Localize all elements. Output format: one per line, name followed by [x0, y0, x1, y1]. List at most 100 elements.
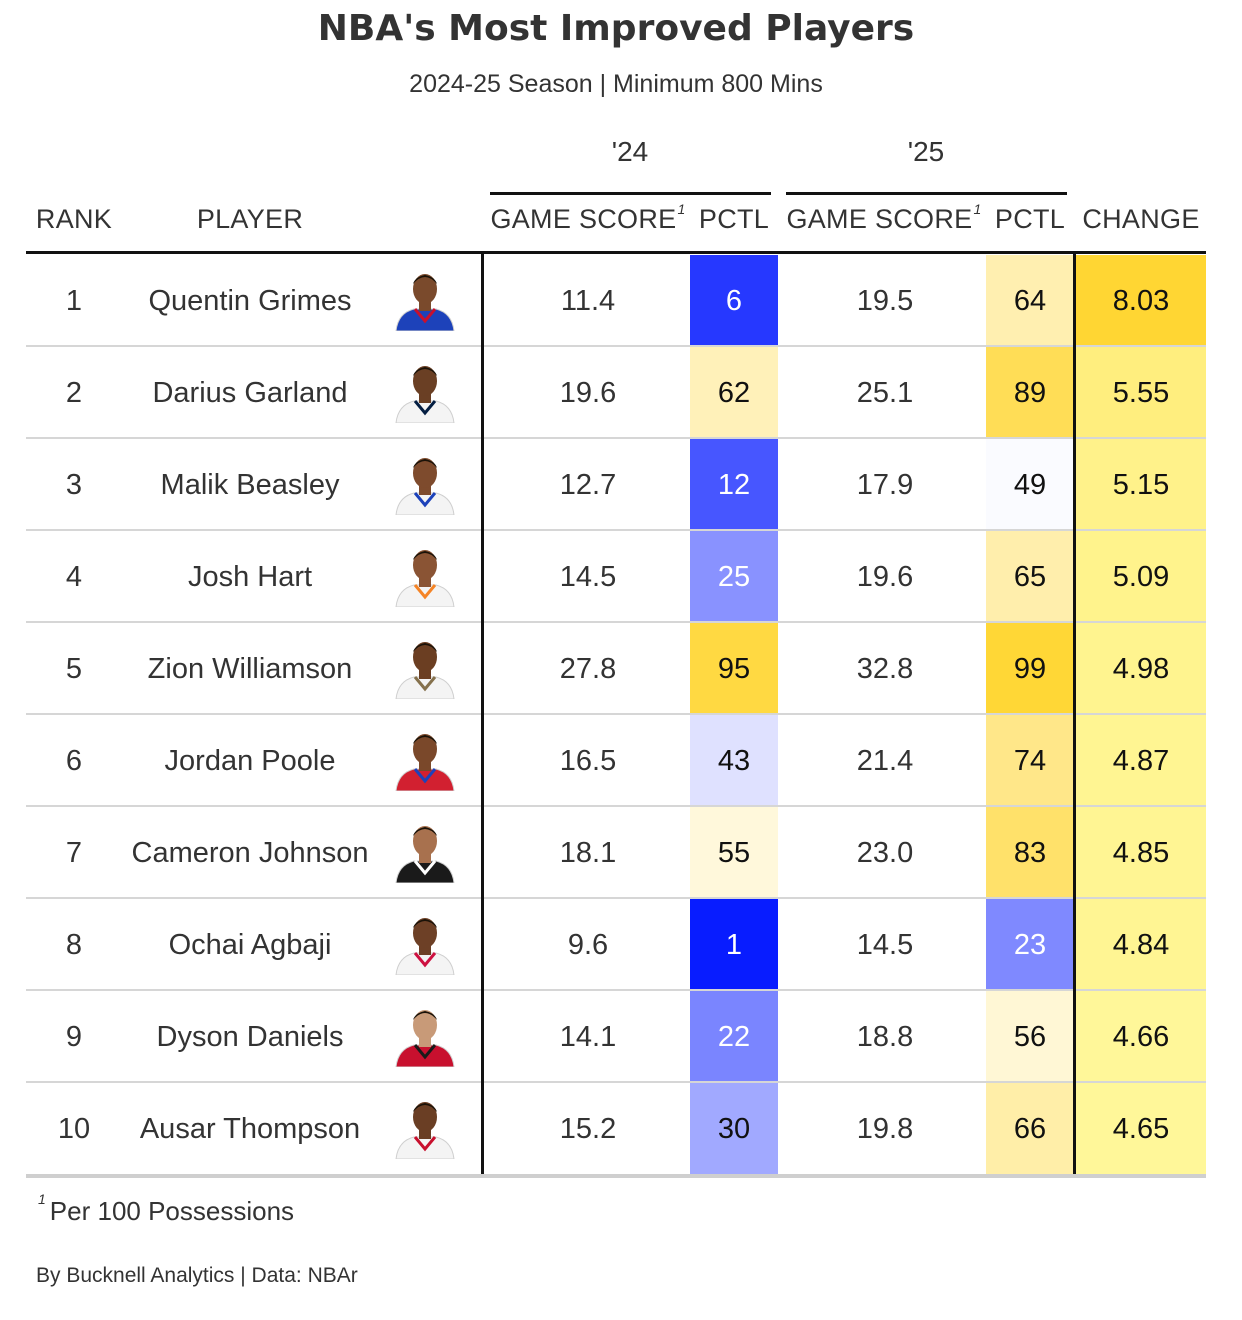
- game-score-2024: 18.1: [559, 837, 617, 869]
- pctl-2024: 30: [690, 1083, 778, 1175]
- rank-cell: 3: [65, 469, 83, 501]
- game-score-2025: 21.4: [856, 745, 914, 777]
- change-cell: 4.66: [1076, 991, 1206, 1083]
- divider-player: [481, 254, 484, 1176]
- table-row: 4 Josh Hart 14.5 25 19.6 65 5.09: [26, 531, 1206, 623]
- game-score-2025: 25.1: [856, 377, 914, 409]
- table-row: 1 Quentin Grimes 11.4 6 19.5 64 8.03: [26, 255, 1206, 347]
- player-name: Zion Williamson: [147, 653, 353, 685]
- game-score-2024: 19.6: [559, 377, 617, 409]
- spanner-2024: '24: [611, 136, 649, 167]
- game-score-2025: 14.5: [856, 929, 914, 961]
- table-row: 10 Ausar Thompson 15.2 30 19.8 66 4.65: [26, 1083, 1206, 1175]
- rank-cell: 9: [65, 1021, 83, 1053]
- player-headshot: [390, 821, 460, 884]
- player-name: Malik Beasley: [160, 469, 340, 501]
- table-row: 7 Cameron Johnson 18.1 55 23.0 83 4.85: [26, 807, 1206, 899]
- spanner-2025: '25: [907, 136, 945, 167]
- table-row: 8 Ochai Agbaji 9.6 1 14.5 23 4.84: [26, 899, 1206, 991]
- player-headshot: [390, 269, 460, 332]
- pctl-2024: 22: [690, 991, 778, 1083]
- row-separator: [26, 805, 1206, 807]
- table-bottom-rule: [26, 1174, 1206, 1178]
- pctl-2025: 56: [986, 991, 1074, 1083]
- rank-cell: 1: [65, 285, 83, 317]
- game-score-2024: 12.7: [559, 469, 617, 501]
- chart-title: NBA's Most Improved Players: [317, 8, 915, 49]
- change-cell: 4.98: [1076, 623, 1206, 715]
- pctl-2024: 95: [690, 623, 778, 715]
- column-header-rank: RANK: [35, 204, 113, 234]
- row-separator: [26, 437, 1206, 439]
- game-score-2024: 27.8: [559, 653, 617, 685]
- pctl-2024: 62: [690, 347, 778, 439]
- pctl-2024: 25: [690, 531, 778, 623]
- table-row: 9 Dyson Daniels 14.1 22 18.8 56 4.66: [26, 991, 1206, 1083]
- row-separator: [26, 897, 1206, 899]
- player-headshot: [390, 545, 460, 608]
- player-headshot: [390, 1097, 460, 1160]
- row-separator: [26, 989, 1206, 991]
- game-score-2025: 32.8: [856, 653, 914, 685]
- change-cell: 5.09: [1076, 531, 1206, 623]
- column-header-pctl-2025: PCTL: [994, 204, 1066, 234]
- column-header-game-score-2025: GAME SCORE1: [786, 201, 982, 234]
- pctl-2024: 1: [690, 899, 778, 991]
- game-score-2025: 19.6: [856, 561, 914, 593]
- player-name: Ausar Thompson: [139, 1113, 361, 1145]
- change-cell: 5.15: [1076, 439, 1206, 531]
- game-score-2024: 14.1: [559, 1021, 617, 1053]
- table-row: 5 Zion Williamson 27.8 95 32.8 99 4.98: [26, 623, 1206, 715]
- player-headshot: [390, 1005, 460, 1068]
- game-score-2025: 18.8: [856, 1021, 914, 1053]
- table-row: 6 Jordan Poole 16.5 43 21.4 74 4.87: [26, 715, 1206, 807]
- pctl-2025: 65: [986, 531, 1074, 623]
- rank-cell: 10: [57, 1113, 91, 1145]
- player-headshot: [390, 453, 460, 516]
- rank-cell: 4: [65, 561, 83, 593]
- game-score-2024: 15.2: [559, 1113, 617, 1145]
- game-score-2025: 23.0: [856, 837, 914, 869]
- row-separator: [26, 529, 1206, 531]
- change-cell: 4.65: [1076, 1083, 1206, 1175]
- spanner-2024-rule: [490, 192, 771, 195]
- pctl-2025: 99: [986, 623, 1074, 715]
- player-headshot: [390, 637, 460, 700]
- game-score-2025: 17.9: [856, 469, 914, 501]
- player-name: Darius Garland: [152, 377, 348, 409]
- pctl-2025: 23: [986, 899, 1074, 991]
- rank-cell: 5: [65, 653, 83, 685]
- player-name: Quentin Grimes: [148, 285, 352, 317]
- pctl-2025: 89: [986, 347, 1074, 439]
- spanner-2025-rule: [786, 192, 1067, 195]
- player-name: Cameron Johnson: [131, 837, 369, 869]
- player-headshot: [390, 729, 460, 792]
- player-headshot: [390, 361, 460, 424]
- player-name: Josh Hart: [187, 561, 313, 593]
- chart-subtitle: 2024-25 Season | Minimum 800 Mins: [409, 70, 823, 98]
- change-cell: 4.84: [1076, 899, 1206, 991]
- player-name: Ochai Agbaji: [168, 929, 332, 961]
- rank-cell: 8: [65, 929, 83, 961]
- column-header-pctl-2024: PCTL: [698, 204, 770, 234]
- player-name: Dyson Daniels: [156, 1021, 344, 1053]
- footnote: 1 Per 100 Possessions: [38, 1191, 295, 1226]
- pctl-2025: 74: [986, 715, 1074, 807]
- player-name: Jordan Poole: [164, 745, 336, 777]
- pctl-2024: 43: [690, 715, 778, 807]
- divider-change: [1073, 254, 1076, 1176]
- game-score-2024: 9.6: [567, 929, 609, 961]
- row-separator: [26, 621, 1206, 623]
- rank-cell: 7: [65, 837, 83, 869]
- pctl-2024: 12: [690, 439, 778, 531]
- row-separator: [26, 1081, 1206, 1083]
- source-credit: By Bucknell Analytics | Data: NBAr: [36, 1264, 358, 1287]
- game-score-2025: 19.5: [856, 285, 914, 317]
- table-row: 2 Darius Garland 19.6 62 25.1 89 5.55: [26, 347, 1206, 439]
- header-rule: [26, 251, 1206, 254]
- pctl-2024: 6: [690, 255, 778, 347]
- player-headshot: [390, 913, 460, 976]
- change-cell: 8.03: [1076, 255, 1206, 347]
- game-score-2024: 14.5: [559, 561, 617, 593]
- row-separator: [26, 345, 1206, 347]
